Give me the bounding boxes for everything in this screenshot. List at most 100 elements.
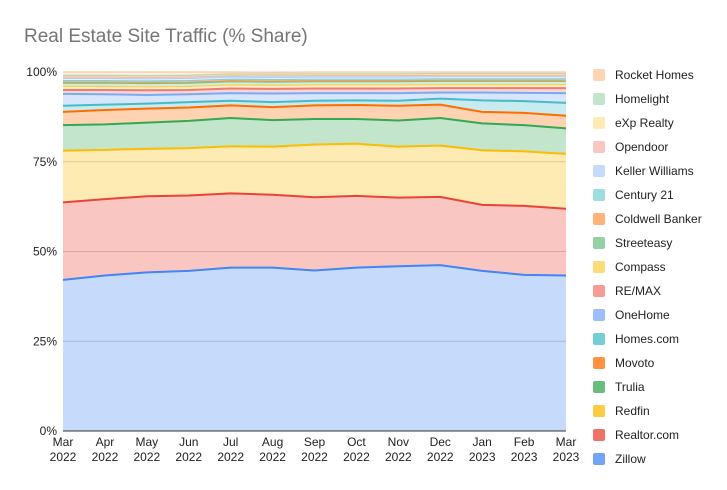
- legend-label: Trulia: [615, 380, 645, 394]
- x-tick-label: Apr: [96, 435, 115, 449]
- line-coldwell-banker: [63, 79, 566, 84]
- legend-label: Zillow: [615, 452, 646, 466]
- legend-item: Trulia: [593, 375, 702, 399]
- legend-item: Century 21: [593, 183, 702, 207]
- legend-swatch: [593, 141, 605, 153]
- x-tick-label: Mar: [556, 435, 577, 449]
- legend-label: Rocket Homes: [615, 68, 694, 82]
- legend-label: Streeteasy: [615, 236, 673, 250]
- x-tick-label: Jun: [179, 435, 198, 449]
- legend-item: Homelight: [593, 87, 702, 111]
- x-tick-label: 2023: [511, 450, 538, 464]
- legend-item: Coldwell Banker: [593, 207, 702, 231]
- legend-label: Homelight: [615, 92, 670, 106]
- legend-label: Homes.com: [615, 332, 680, 346]
- line-century-21: [63, 78, 566, 82]
- line-trulia: [62, 116, 567, 130]
- line-onehome: [62, 91, 567, 96]
- legend-swatch: [593, 381, 605, 393]
- line-keller-williams: [63, 76, 566, 80]
- x-tick-label: 2022: [385, 450, 412, 464]
- legend-swatch: [593, 309, 605, 321]
- legend-swatch: [593, 117, 605, 129]
- legend-label: eXp Realty: [615, 116, 674, 130]
- area-realtor-com: [63, 193, 566, 280]
- line-zillow: [62, 264, 567, 281]
- legend-label: Coldwell Banker: [615, 212, 702, 226]
- y-tick-label: 50%: [33, 245, 57, 259]
- legend-swatch: [593, 333, 605, 345]
- x-tick-label: Nov: [388, 435, 409, 449]
- legend-label: RE/MAX: [615, 284, 662, 298]
- area-compass: [63, 84, 566, 91]
- line-exp-realty: [63, 73, 566, 77]
- x-tick-label: Sep: [304, 435, 326, 449]
- x-tick-label: 2023: [553, 450, 580, 464]
- legend-item: Zillow: [593, 447, 702, 471]
- area-onehome: [63, 92, 566, 106]
- x-tick-label: Jul: [223, 435, 238, 449]
- x-tick-label: Oct: [347, 435, 366, 449]
- legend-item: Keller Williams: [593, 159, 702, 183]
- y-tick-label: 25%: [33, 334, 57, 348]
- line-streeteasy: [63, 80, 566, 85]
- legend-swatch: [593, 261, 605, 273]
- x-tick-label: Jan: [472, 435, 491, 449]
- area-movoto: [63, 104, 566, 129]
- x-tick-label: Feb: [514, 435, 535, 449]
- legend-swatch: [593, 69, 605, 81]
- x-tick-label: May: [135, 435, 158, 449]
- legend-item: Compass: [593, 255, 702, 279]
- legend-item: eXp Realty: [593, 111, 702, 135]
- legend-label: Redfin: [615, 404, 650, 418]
- legend-item: RE/MAX: [593, 279, 702, 303]
- legend-swatch: [593, 429, 605, 441]
- line-redfin: [62, 142, 567, 155]
- legend-label: OneHome: [615, 308, 670, 322]
- legend-label: Century 21: [615, 188, 674, 202]
- x-tick-label: 2022: [343, 450, 370, 464]
- x-tick-label: 2022: [427, 450, 454, 464]
- line-compass: [63, 83, 566, 88]
- line-re-max: [63, 87, 566, 92]
- legend-label: Keller Williams: [615, 164, 694, 178]
- legend-item: Realtor.com: [593, 423, 702, 447]
- legend-label: Compass: [615, 260, 666, 274]
- legend-item: Rocket Homes: [593, 63, 702, 87]
- x-tick-label: 2022: [175, 450, 202, 464]
- legend-item: Homes.com: [593, 327, 702, 351]
- area-zillow: [63, 265, 566, 431]
- x-tick-label: 2022: [301, 450, 328, 464]
- x-tick-label: Aug: [262, 435, 283, 449]
- legend-item: Opendoor: [593, 135, 702, 159]
- line-homelight: [63, 72, 566, 77]
- area-streeteasy: [63, 81, 566, 87]
- legend-swatch: [593, 357, 605, 369]
- legend-swatch: [593, 405, 605, 417]
- area-redfin: [63, 143, 566, 209]
- line-realtor-com: [62, 192, 567, 210]
- x-tick-label: 2022: [133, 450, 160, 464]
- legend-swatch: [593, 453, 605, 465]
- legend-label: Realtor.com: [615, 428, 680, 442]
- y-tick-label: 100%: [26, 65, 57, 79]
- line-movoto: [62, 103, 567, 117]
- chart-title: Real Estate Site Traffic (% Share): [24, 26, 308, 47]
- legend-swatch: [593, 285, 605, 297]
- y-tick-label: 0%: [40, 424, 58, 438]
- x-tick-label: 2022: [217, 450, 244, 464]
- x-tick-label: 2023: [469, 450, 496, 464]
- legend: Rocket Homes Homelight eXp Realty Opendoor K…: [593, 63, 702, 471]
- legend-label: Movoto: [615, 356, 655, 370]
- x-tick-label: 2022: [92, 450, 119, 464]
- line-opendoor: [63, 74, 566, 78]
- legend-item: Redfin: [593, 399, 702, 423]
- legend-swatch: [593, 213, 605, 225]
- y-tick-label: 75%: [33, 155, 57, 169]
- legend-swatch: [593, 93, 605, 105]
- legend-item: Streeteasy: [593, 231, 702, 255]
- legend-swatch: [593, 189, 605, 201]
- x-tick-label: 2022: [259, 450, 286, 464]
